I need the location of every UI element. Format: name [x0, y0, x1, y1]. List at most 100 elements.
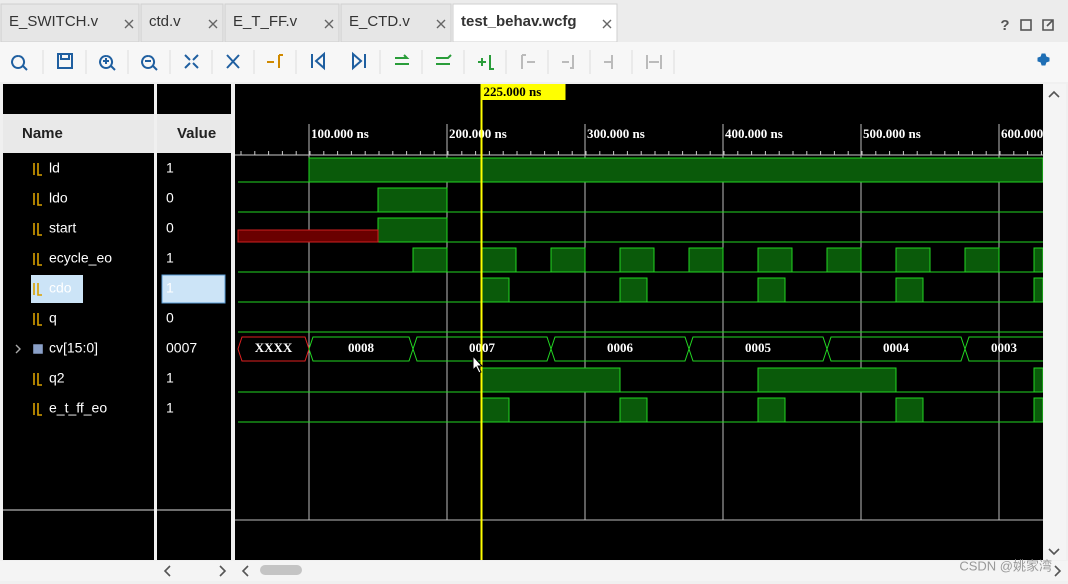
signal-name[interactable]: cdo	[49, 280, 72, 296]
toolbar-button[interactable]	[99, 55, 116, 71]
bus-value: 0004	[883, 340, 910, 355]
wave-high	[757, 277, 786, 303]
toolbar-button[interactable]	[11, 55, 28, 71]
tab-label[interactable]: E_SWITCH.v	[9, 13, 99, 30]
wave-high	[1033, 277, 1043, 303]
scroll-arrows[interactable]	[1048, 90, 1060, 556]
wave-high	[377, 217, 448, 243]
signal-rows: ld 1 ldo 0 start 0 ecycle_eo 1 cdo 1 q 0 cv[15:0] 000…	[15, 160, 226, 416]
tab-label[interactable]: E_CTD.v	[349, 13, 410, 30]
cursor-flag	[481, 84, 566, 100]
signal-value[interactable]: 0	[166, 220, 174, 236]
signal-value[interactable]: 0	[166, 190, 174, 206]
settings-icon[interactable]	[1037, 53, 1050, 66]
wave-high	[377, 187, 448, 213]
toolbar-button[interactable]	[184, 54, 199, 69]
signal-name[interactable]: q2	[49, 370, 65, 386]
signal-value[interactable]: 1	[166, 250, 174, 266]
signal-name[interactable]: start	[49, 220, 76, 236]
time-label: 300.000 ns	[587, 126, 645, 141]
signal-value[interactable]: 1	[166, 370, 174, 386]
scroll-arrows[interactable]	[163, 565, 1062, 577]
watermark: CSDN @姚家湾	[959, 558, 1052, 573]
toolbar-button[interactable]	[478, 55, 494, 70]
time-label: 600.000 ns	[1001, 126, 1059, 141]
scroll-thumb[interactable]	[260, 565, 302, 575]
wave-high	[757, 397, 786, 423]
bus-value: 0005	[745, 340, 772, 355]
expand-arrow[interactable]	[15, 344, 21, 354]
signal-icon	[33, 313, 42, 326]
bus-value: 0003	[991, 340, 1018, 355]
signal-name[interactable]: ldo	[49, 190, 68, 206]
signal-icon	[33, 283, 42, 296]
signal-value[interactable]: 1	[166, 400, 174, 416]
tab-label[interactable]: ctd.v	[149, 13, 181, 30]
toolbar-button[interactable]	[395, 54, 410, 65]
toolbar-button[interactable]	[521, 54, 535, 69]
signal-icon	[33, 193, 42, 206]
horizontal-scrollbar[interactable]	[0, 561, 1068, 581]
tab-close[interactable]	[208, 19, 218, 29]
time-label: 100.000 ns	[311, 126, 369, 141]
signal-value[interactable]: 0007	[166, 340, 197, 356]
tab[interactable]	[340, 3, 452, 43]
wave-high	[826, 247, 862, 273]
signal-name[interactable]: ecycle_eo	[49, 250, 112, 266]
value-pane	[157, 84, 231, 560]
toolbar-button[interactable]	[141, 55, 158, 71]
tab-label[interactable]: test_behav.wcfg	[461, 13, 577, 30]
wave-high	[895, 277, 924, 303]
toolbar-button[interactable]	[436, 54, 452, 65]
wave-high	[757, 247, 793, 273]
value-column-header[interactable]: Value	[177, 125, 216, 142]
wave-high	[481, 397, 510, 423]
float-icon[interactable]	[1042, 19, 1054, 31]
wave-high	[412, 247, 448, 273]
wave-high	[688, 247, 724, 273]
selected-name	[31, 275, 83, 303]
signal-value[interactable]: 1	[166, 280, 174, 296]
wave-high	[619, 247, 655, 273]
bus-segment	[964, 336, 1043, 362]
tab-close[interactable]	[324, 19, 334, 29]
signal-icon	[33, 163, 42, 176]
tab-close[interactable]	[436, 19, 446, 29]
toolbar-button[interactable]	[226, 54, 240, 69]
signal-name[interactable]: ld	[49, 160, 60, 176]
signal-value[interactable]: 1	[166, 160, 174, 176]
toolbar-button[interactable]	[562, 55, 574, 69]
tab[interactable]	[452, 3, 618, 43]
name-column-header[interactable]: Name	[22, 125, 63, 142]
wave-high	[1033, 397, 1043, 423]
toolbar-button[interactable]	[604, 55, 613, 69]
bus-value: XXXX	[255, 340, 293, 355]
bus-value: 0008	[348, 340, 375, 355]
tab-close[interactable]	[124, 19, 134, 29]
toolbar-button[interactable]	[646, 55, 662, 69]
wave-high	[964, 247, 1000, 273]
wave-high	[1033, 247, 1043, 273]
vertical-scrollbar[interactable]	[1044, 84, 1066, 560]
signal-icon	[33, 403, 42, 416]
wave-high	[308, 157, 1043, 183]
signal-name[interactable]: cv[15:0]	[49, 340, 98, 356]
wave-viewport: 100.000 ns 200.000 ns 300.000 ns 400.000 ns…	[235, 84, 1059, 560]
toolbar-button[interactable]	[352, 51, 366, 71]
tab-close[interactable]	[602, 19, 612, 29]
restore-icon[interactable]	[1020, 19, 1032, 31]
wave-high	[481, 277, 510, 303]
mouse-pointer	[472, 354, 484, 374]
wave-high	[619, 397, 648, 423]
toolbar-button[interactable]	[57, 53, 73, 69]
toolbar-button[interactable]	[311, 51, 325, 71]
time-label: 500.000 ns	[863, 126, 921, 141]
signal-value[interactable]: 0	[166, 310, 174, 326]
bus-value: 0006	[607, 340, 634, 355]
signal-name[interactable]: e_t_ff_eo	[49, 400, 107, 416]
toolbar-button[interactable]	[267, 54, 283, 68]
help-icon[interactable]: ?	[1000, 17, 1009, 34]
tab-label[interactable]: E_T_FF.v	[233, 13, 298, 30]
signal-name[interactable]: q	[49, 310, 57, 326]
